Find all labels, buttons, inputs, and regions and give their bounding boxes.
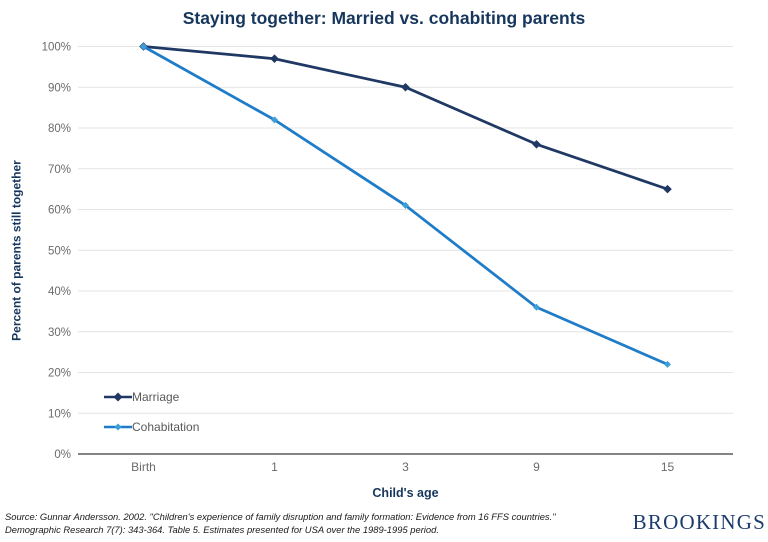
x-tick-label: 15 <box>661 460 675 474</box>
y-tick-label: 20% <box>48 368 71 380</box>
y-tick-label: 10% <box>48 408 71 420</box>
data-point-cohabitation-1 <box>271 116 278 124</box>
data-point-cohabitation-9 <box>533 303 540 311</box>
data-point-marriage-9 <box>532 140 541 149</box>
plot-area: 0% 10% 20% 30% 40% 50% 60% 70% 80% 90% 100% Birth 1 3… <box>42 42 733 474</box>
y-tick-label: 40% <box>48 286 71 298</box>
x-tick-label: Birth <box>131 460 156 474</box>
y-tick-label: 0% <box>54 449 71 461</box>
chart-title: Staying together: Married vs. cohabiting… <box>182 8 586 28</box>
y-tick-label: 90% <box>48 82 71 94</box>
data-point-cohabitation-15 <box>664 360 671 368</box>
source-line-2: Demographic Research 7(7): 343-364. Tabl… <box>5 524 439 535</box>
legend-item-cohabitation: Cohabitation <box>104 419 199 435</box>
legend: Marriage Cohabitation <box>104 389 199 449</box>
marriage-line-key-icon <box>104 392 132 402</box>
source-line-1: Source: Gunnar Andersson. 2002. "Childre… <box>5 511 556 522</box>
x-tick-label: 9 <box>533 460 540 474</box>
series-line-marriage <box>143 45 668 191</box>
cohabitation-line-key-icon <box>104 423 132 431</box>
y-tick-label: 30% <box>48 327 71 339</box>
y-tick-label: 80% <box>48 123 71 135</box>
y-tick-label: 70% <box>48 164 71 176</box>
y-tick-label: 50% <box>48 245 71 257</box>
legend-item-marriage: Marriage <box>104 389 199 405</box>
brookings-logo: BROOKINGS <box>632 510 766 534</box>
data-point-marriage-1 <box>270 54 279 64</box>
source-note: Source: Gunnar Andersson. 2002. "Childre… <box>5 510 556 536</box>
y-tick-label: 60% <box>48 205 71 217</box>
legend-label-cohabitation: Cohabitation <box>132 420 200 434</box>
legend-label-marriage: Marriage <box>132 390 180 404</box>
data-point-cohabitation-3 <box>402 201 409 209</box>
data-point-marriage-15 <box>663 184 672 194</box>
x-tick-label: 3 <box>402 460 409 474</box>
data-point-cohabitation-birth <box>140 43 147 50</box>
x-tick-label: 1 <box>271 460 278 474</box>
data-point-marriage-3 <box>401 82 410 92</box>
y-tick-label: 100% <box>42 42 71 54</box>
x-axis-title: Child's age <box>372 486 439 500</box>
